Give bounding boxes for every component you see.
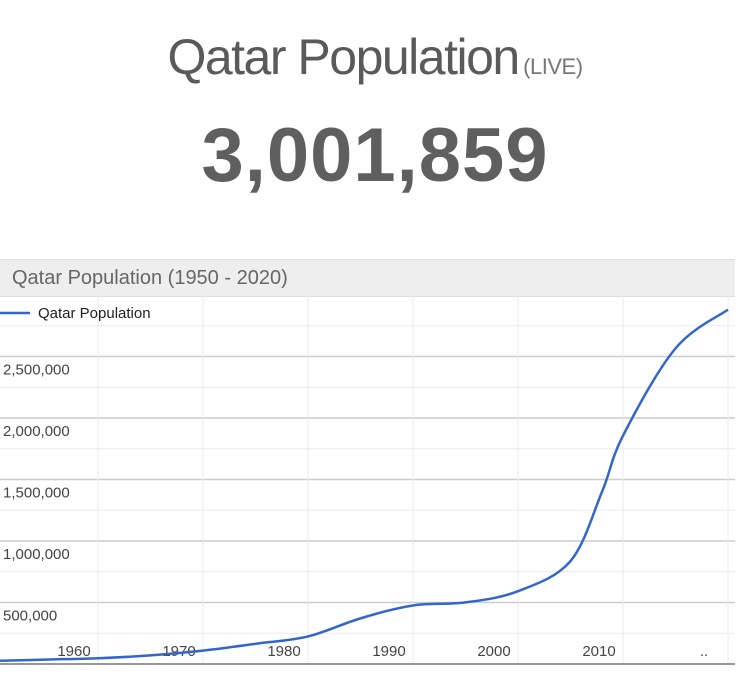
page-heading: Qatar Population (LIVE) — [0, 28, 750, 86]
x-tick-label: 1960 — [57, 643, 90, 660]
y-tick-label: 1,000,000 — [3, 546, 70, 563]
x-tick-label: 1970 — [162, 643, 195, 660]
legend-label: Qatar Population — [38, 305, 151, 322]
x-axis-labels: 1960 1970 1980 1990 2000 2010.. — [57, 643, 708, 660]
chart-title-bar: Qatar Population (1950 - 2020) — [0, 259, 735, 297]
x-tick-label: 1990 — [372, 643, 405, 660]
y-tick-label: 2,000,000 — [3, 423, 70, 440]
legend[interactable]: Qatar Population — [0, 305, 151, 322]
y-axis-labels: 500,000 1,000,000 1,500,000 2,000,000 2,500,… — [3, 362, 70, 625]
series-line-qatar-population — [0, 308, 729, 662]
x-tick-label: 2000 — [477, 643, 510, 660]
live-population-counter: 3,001,859 — [201, 113, 549, 198]
grid — [0, 296, 735, 665]
live-label: (LIVE) — [523, 54, 583, 79]
x-tick-label: 2010 — [582, 643, 615, 660]
y-tick-label: 500,000 — [3, 608, 57, 625]
chart-title: Qatar Population (1950 - 2020) — [12, 267, 288, 289]
y-tick-label: 1,500,000 — [3, 485, 70, 502]
y-tick-label: 2,500,000 — [3, 362, 70, 379]
population-line-chart: 500,000 1,000,000 1,500,000 2,000,000 2,500,… — [0, 296, 735, 665]
x-tick-label: 1980 — [267, 643, 300, 660]
x-tick-label: .. — [700, 643, 708, 660]
heading-title: Qatar Population — [167, 29, 520, 85]
series-layer — [0, 308, 729, 662]
